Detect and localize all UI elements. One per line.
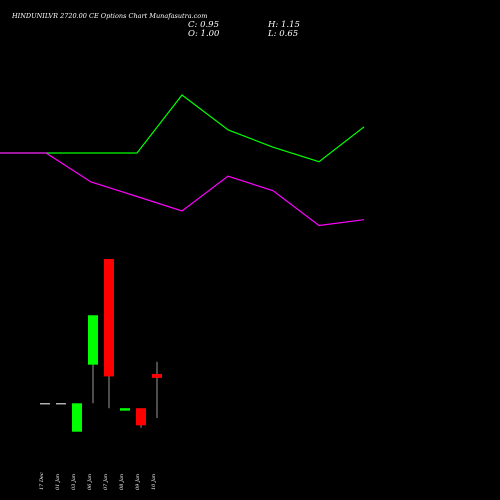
overlay-lines (0, 94, 365, 227)
chart-title: HINDUNILVR 2720.00 CE Options Chart Muna… (11, 12, 207, 20)
date-tick-label: 10 Jan (151, 474, 157, 490)
candle-body-5 (120, 408, 130, 411)
high-readout: H: 1.15 (267, 20, 300, 30)
low-readout: L: 0.65 (267, 29, 298, 39)
date-tick-label: 08 Jan (119, 474, 125, 490)
candle-body-6 (136, 408, 146, 426)
date-tick-label: 17 Dec (39, 472, 45, 490)
date-tick-label: 03 Jan (71, 474, 77, 490)
date-tick-label: 06 Jan (87, 474, 93, 490)
close-readout: C: 0.95 (188, 20, 219, 30)
date-tick-label: 09 Jan (135, 474, 141, 490)
date-axis: 17 Dec 01 Jan 03 Jan 06 Jan 07 Jan 08 Jan 09 J… (39, 472, 157, 490)
candle-body-3 (88, 315, 98, 365)
candle-body-7 (152, 373, 162, 378)
candles (40, 259, 162, 432)
open-readout: O: 1.00 (188, 29, 220, 39)
date-tick-label: 07 Jan (103, 474, 109, 490)
date-tick-label: 01 Jan (55, 474, 61, 490)
overlay-series-1 (0, 152, 365, 227)
candle-body-1 (56, 403, 66, 405)
candle-body-4 (104, 259, 114, 377)
overlay-series-0 (0, 94, 365, 163)
candle-body-2 (72, 403, 82, 432)
candle-body-0 (40, 403, 50, 405)
